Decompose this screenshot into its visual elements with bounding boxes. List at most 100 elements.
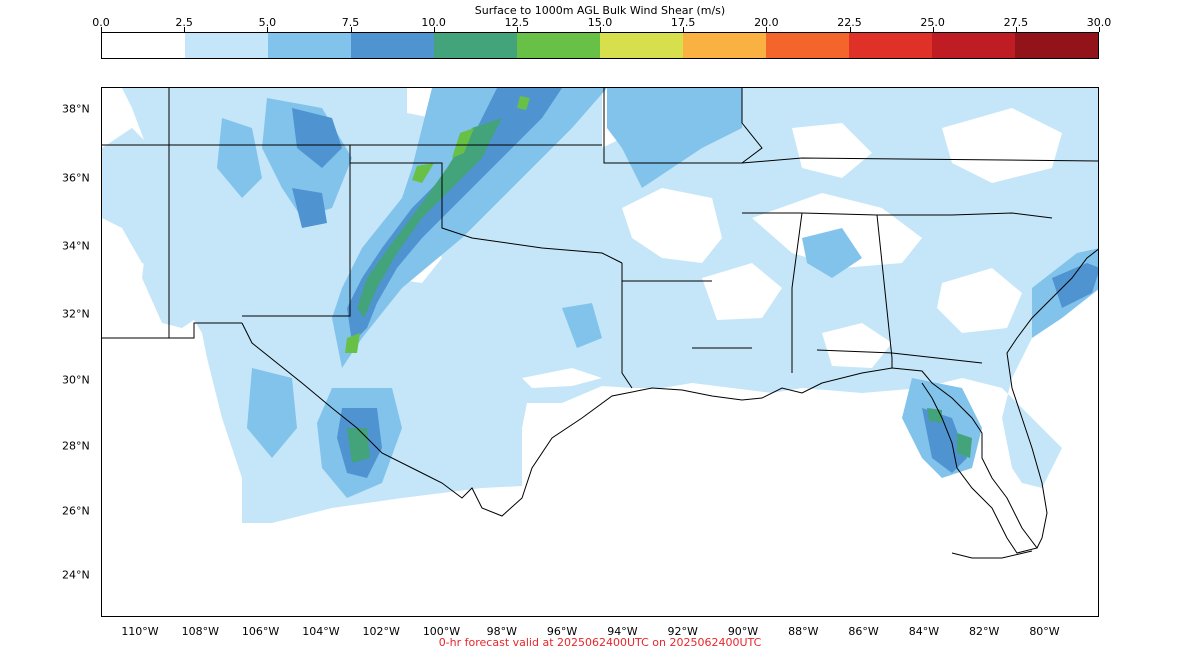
shear-gap xyxy=(942,108,1062,183)
shear-gap xyxy=(702,263,782,320)
colorbar-segment xyxy=(185,33,268,58)
shear-band-7-5-10 xyxy=(292,188,327,228)
colorbar-tick-mark xyxy=(184,27,186,32)
colorbar-segment xyxy=(849,33,932,58)
colorbar-tick-mark xyxy=(516,27,518,32)
colorbar-tick-mark xyxy=(600,27,601,32)
state-border xyxy=(741,88,763,164)
shear-band-12-5-15 xyxy=(412,163,434,183)
shear-gap xyxy=(937,268,1022,333)
shear-map xyxy=(102,88,1098,559)
longitude-label: 86°W xyxy=(848,625,879,638)
shear-gap xyxy=(792,123,872,178)
colorbar-tick-mark xyxy=(101,27,102,32)
shear-gap xyxy=(522,368,602,388)
shear-band-2-5 xyxy=(102,128,187,273)
state-border xyxy=(791,212,803,373)
shear-band-7-5-10 xyxy=(922,408,967,473)
colorbar-segment xyxy=(434,33,517,58)
colorbar-tick-mark xyxy=(350,27,352,32)
longitude-label: 106°W xyxy=(241,625,280,638)
coastline xyxy=(241,322,1038,554)
shear-band-10-12-5 xyxy=(357,118,502,318)
shear-band-12-5-15 xyxy=(452,128,474,158)
colorbar-tick-label: 20.0 xyxy=(754,16,779,29)
map-frame xyxy=(101,87,1099,617)
state-border xyxy=(742,212,1053,219)
colorbar-tick-label: 15.0 xyxy=(587,16,613,29)
state-border xyxy=(816,349,983,364)
colorbar-tick-label: 17.5 xyxy=(670,16,696,29)
shear-band-10-12-5 xyxy=(927,408,942,423)
shear-band-7-5-10 xyxy=(347,88,562,343)
shear-band-5-7-5 xyxy=(332,88,607,368)
colorbar-tick-label: 30.0 xyxy=(1086,16,1112,29)
colorbar-tick-label: 5.0 xyxy=(258,16,277,29)
colorbar-tick-mark xyxy=(683,27,685,32)
colorbar-segment xyxy=(268,33,351,58)
shear-band-5-7-5 xyxy=(247,368,297,458)
longitude-label: 88°W xyxy=(788,625,819,638)
longitude-label: 102°W xyxy=(362,625,400,638)
shear-band-12-5-15 xyxy=(345,333,360,353)
longitude-label: 94°W xyxy=(607,625,638,638)
colorbar-segment xyxy=(102,33,185,58)
shear-gap xyxy=(822,323,892,368)
longitude-label: 92°W xyxy=(667,625,698,638)
shear-band-12-5-15 xyxy=(517,96,530,110)
state-border xyxy=(102,322,242,339)
colorbar-tick-label: 27.5 xyxy=(1003,16,1029,29)
colorbar-segment xyxy=(932,33,1015,58)
longitude-label: 110°W xyxy=(121,625,159,638)
longitude-label: 84°W xyxy=(908,625,940,638)
colorbar-tick-label: 0.0 xyxy=(92,16,110,29)
colorbar-tick-mark xyxy=(766,27,768,32)
longitude-label: 98°W xyxy=(486,625,517,638)
shear-gap xyxy=(622,188,722,263)
latitude-label: 32°N xyxy=(62,307,90,321)
colorbar-title: Surface to 1000m AGL Bulk Wind Shear (m/… xyxy=(474,4,726,17)
colorbar-segment xyxy=(517,33,600,58)
latitude-label: 26°N xyxy=(62,504,90,518)
state-border xyxy=(876,214,893,368)
colorbar-tick-label: 7.5 xyxy=(341,16,360,29)
latitude-label: 38°N xyxy=(62,102,90,116)
colorbar-tick-label: 10.0 xyxy=(421,16,446,29)
colorbar-tick-mark xyxy=(267,27,269,32)
colorbar-tick-label: 2.5 xyxy=(175,16,193,29)
shear-fill-layer xyxy=(102,88,1098,523)
longitude-label: 90°W xyxy=(727,625,759,638)
colorbar-tick-mark xyxy=(849,27,851,32)
forecast-valid-footer: 0-hr forecast valid at 2025062400UTC on … xyxy=(438,636,762,649)
state-border xyxy=(621,263,633,389)
longitude-label: 108°W xyxy=(181,625,219,638)
longitude-label: 96°W xyxy=(546,625,578,638)
colorbar-tick-mark xyxy=(433,27,435,32)
longitude-label: 100°W xyxy=(422,625,461,638)
colorbar-segment xyxy=(766,33,849,58)
shear-band-5-7-5 xyxy=(562,303,602,348)
colorbar-segment xyxy=(351,33,434,58)
colorbar-tick-label: 12.5 xyxy=(504,16,530,29)
colorbar-segment xyxy=(1015,33,1098,58)
latitude-label: 28°N xyxy=(62,439,90,453)
colorbar xyxy=(101,32,1099,59)
latitude-label: 30°N xyxy=(62,373,90,387)
shear-band-5-7-5 xyxy=(802,228,862,278)
shear-band-10-12-5 xyxy=(347,428,370,463)
latitude-label: 34°N xyxy=(62,239,90,253)
colorbar-segment xyxy=(600,33,683,58)
colorbar-tick-label: 22.5 xyxy=(837,16,862,29)
latitude-label: 24°N xyxy=(62,568,90,582)
longitude-label: 104°W xyxy=(302,625,340,638)
colorbar-tick-label: 25.0 xyxy=(920,16,945,29)
colorbar-tick-mark xyxy=(1099,27,1100,32)
longitude-label: 80°W xyxy=(1029,625,1060,638)
state-border xyxy=(350,162,623,264)
state-and-coast-outlines xyxy=(102,88,1098,559)
colorbar-tick-mark xyxy=(1015,27,1017,32)
shear-band-7-5-10 xyxy=(1052,263,1098,308)
coastline xyxy=(951,550,1033,559)
shear-band-5-7-5 xyxy=(217,118,262,198)
colorbar-tick-mark xyxy=(932,27,934,32)
